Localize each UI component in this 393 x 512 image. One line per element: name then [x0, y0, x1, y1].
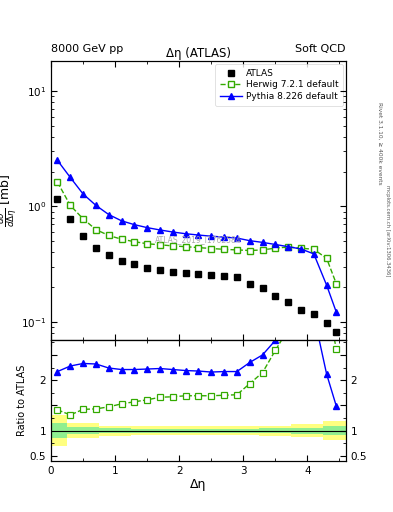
ATLAS — [247, 281, 252, 287]
Line: Pythia 8.226 default: Pythia 8.226 default — [54, 157, 339, 315]
Pythia 8.226 default — [68, 175, 73, 181]
Pythia 8.226 default — [286, 244, 290, 250]
ATLAS — [183, 270, 188, 276]
Y-axis label: Ratio to ATLAS: Ratio to ATLAS — [17, 365, 27, 436]
ATLAS — [158, 267, 162, 273]
ATLAS — [171, 269, 175, 275]
Legend: ATLAS, Herwig 7.2.1 default, Pythia 8.226 default: ATLAS, Herwig 7.2.1 default, Pythia 8.22… — [215, 64, 343, 105]
Text: 8000 GeV pp: 8000 GeV pp — [51, 44, 123, 54]
Pythia 8.226 default — [107, 211, 111, 218]
Herwig 7.2.1 default — [324, 255, 329, 262]
ATLAS — [311, 310, 316, 316]
Herwig 7.2.1 default — [334, 281, 339, 287]
ATLAS — [119, 258, 124, 264]
ATLAS — [235, 274, 239, 280]
Pythia 8.226 default — [55, 157, 60, 163]
Text: mcplots.cern.ch [arXiv:1306.3436]: mcplots.cern.ch [arXiv:1306.3436] — [385, 185, 389, 276]
Pythia 8.226 default — [273, 242, 278, 248]
Herwig 7.2.1 default — [107, 232, 111, 239]
Herwig 7.2.1 default — [171, 243, 175, 249]
Text: Rivet 3.1.10, ≥ 400k events: Rivet 3.1.10, ≥ 400k events — [377, 102, 382, 185]
Herwig 7.2.1 default — [158, 242, 162, 248]
Pythia 8.226 default — [132, 222, 137, 228]
Herwig 7.2.1 default — [145, 241, 150, 247]
Herwig 7.2.1 default — [55, 179, 60, 185]
Herwig 7.2.1 default — [132, 239, 137, 245]
ATLAS — [68, 216, 73, 222]
Title: Δη (ATLAS): Δη (ATLAS) — [166, 47, 231, 60]
Pythia 8.226 default — [196, 232, 201, 238]
ATLAS — [324, 320, 329, 326]
Text: Soft QCD: Soft QCD — [296, 44, 346, 54]
Pythia 8.226 default — [324, 282, 329, 288]
ATLAS — [81, 233, 86, 240]
Herwig 7.2.1 default — [247, 247, 252, 253]
ATLAS — [209, 272, 214, 278]
Pythia 8.226 default — [299, 246, 303, 252]
Pythia 8.226 default — [119, 218, 124, 224]
Herwig 7.2.1 default — [183, 244, 188, 250]
ATLAS — [299, 307, 303, 313]
Herwig 7.2.1 default — [260, 247, 265, 253]
Pythia 8.226 default — [222, 234, 226, 240]
Herwig 7.2.1 default — [81, 216, 86, 222]
Pythia 8.226 default — [81, 191, 86, 197]
Herwig 7.2.1 default — [235, 247, 239, 253]
ATLAS — [222, 273, 226, 279]
Pythia 8.226 default — [209, 233, 214, 239]
Pythia 8.226 default — [260, 239, 265, 245]
Pythia 8.226 default — [235, 235, 239, 241]
X-axis label: Δη: Δη — [190, 478, 207, 492]
Pythia 8.226 default — [334, 309, 339, 315]
Herwig 7.2.1 default — [68, 202, 73, 208]
Herwig 7.2.1 default — [311, 246, 316, 252]
Herwig 7.2.1 default — [196, 245, 201, 251]
Pythia 8.226 default — [247, 238, 252, 244]
Pythia 8.226 default — [145, 225, 150, 231]
ATLAS — [273, 293, 278, 299]
ATLAS — [196, 271, 201, 277]
Herwig 7.2.1 default — [222, 246, 226, 252]
Pythia 8.226 default — [311, 251, 316, 257]
Herwig 7.2.1 default — [273, 245, 278, 251]
ATLAS — [286, 299, 290, 305]
Herwig 7.2.1 default — [94, 226, 98, 232]
Text: ATLAS_2019_I1762584: ATLAS_2019_I1762584 — [155, 235, 242, 244]
ATLAS — [260, 285, 265, 291]
Herwig 7.2.1 default — [209, 245, 214, 251]
ATLAS — [334, 329, 339, 335]
Herwig 7.2.1 default — [119, 236, 124, 242]
ATLAS — [145, 265, 150, 271]
Y-axis label: $\frac{d\sigma}{d\Delta\eta}$ [mb]: $\frac{d\sigma}{d\Delta\eta}$ [mb] — [0, 174, 20, 227]
Line: ATLAS: ATLAS — [54, 196, 339, 335]
Pythia 8.226 default — [158, 227, 162, 233]
ATLAS — [107, 252, 111, 258]
Herwig 7.2.1 default — [299, 245, 303, 251]
Herwig 7.2.1 default — [286, 244, 290, 250]
ATLAS — [94, 245, 98, 251]
Pythia 8.226 default — [183, 230, 188, 237]
ATLAS — [132, 261, 137, 267]
Pythia 8.226 default — [171, 229, 175, 235]
Line: Herwig 7.2.1 default: Herwig 7.2.1 default — [54, 179, 339, 287]
Pythia 8.226 default — [94, 202, 98, 208]
ATLAS — [55, 196, 60, 202]
